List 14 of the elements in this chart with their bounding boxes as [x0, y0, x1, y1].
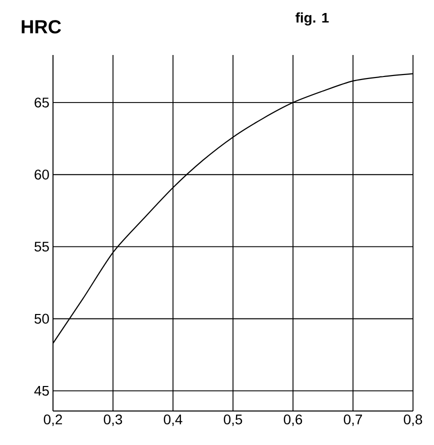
y-tick-label: 50 [34, 314, 49, 324]
y-tick-label: 65 [34, 98, 49, 108]
x-tick-label: 0,5 [224, 414, 242, 426]
chart-title: fig. 1 [296, 12, 329, 26]
y-tick-label: 55 [34, 242, 49, 252]
x-tick-label: 0,3 [104, 414, 122, 426]
y-tick-label: 60 [34, 170, 49, 180]
x-tick-label: 0,7 [344, 414, 362, 426]
x-tick-label: 0,8 [404, 414, 422, 426]
y-axis-title: HRC [22, 20, 61, 34]
y-tick-label: 45 [34, 386, 49, 396]
x-tick-label: 0,6 [284, 414, 302, 426]
x-tick-label: 0,2 [44, 414, 62, 426]
x-tick-label: 0,4 [164, 414, 182, 426]
